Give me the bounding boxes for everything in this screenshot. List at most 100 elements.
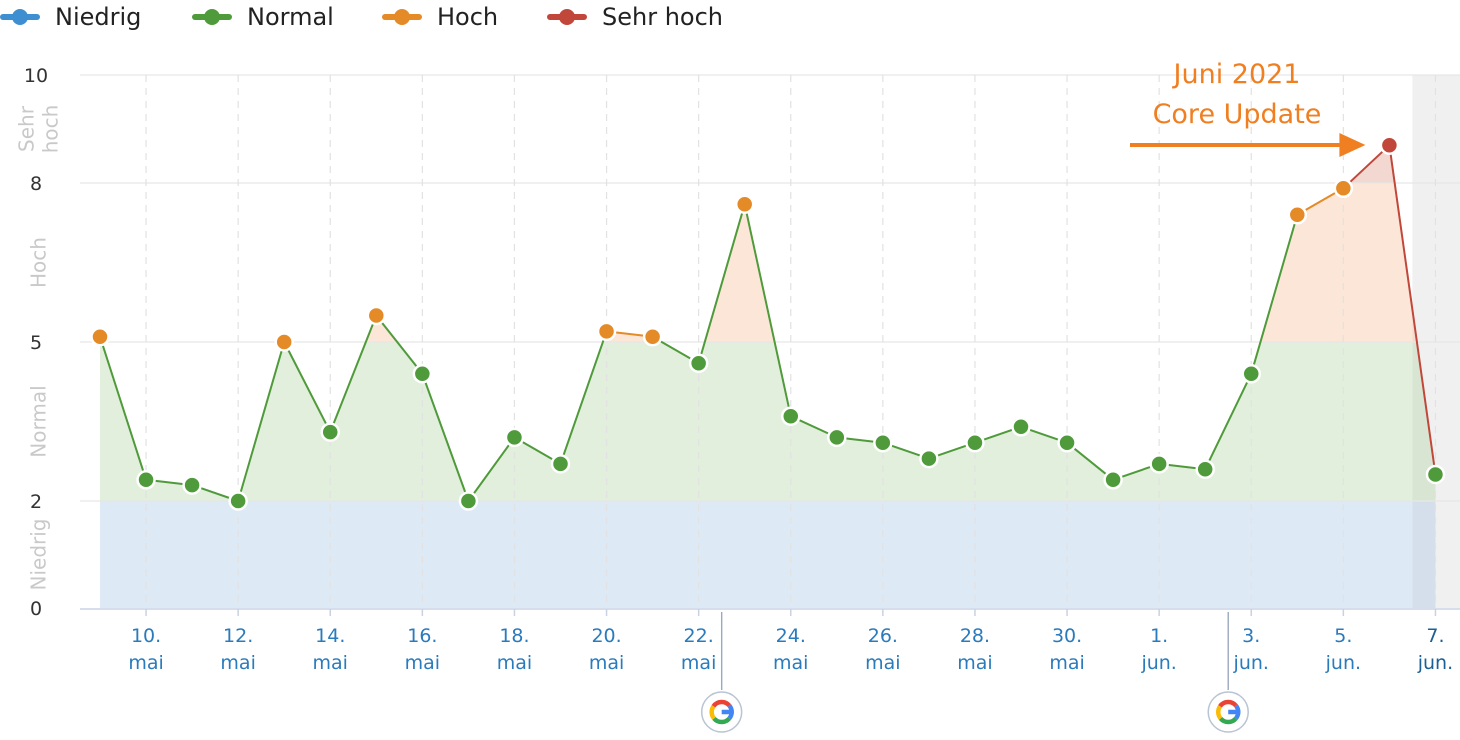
x-tick-month: mai <box>957 652 992 674</box>
x-tick-month: mai <box>313 652 348 674</box>
data-point[interactable] <box>274 332 294 352</box>
data-point[interactable] <box>965 432 985 453</box>
x-tick-day: 20. <box>591 625 621 647</box>
data-point[interactable] <box>412 364 433 384</box>
series-segment <box>467 436 516 502</box>
legend-label: Normal <box>247 3 334 31</box>
data-point[interactable] <box>734 194 755 214</box>
data-point[interactable] <box>1333 178 1354 199</box>
google-update-marker[interactable] <box>700 612 743 733</box>
data-point[interactable] <box>1057 432 1077 453</box>
data-point[interactable] <box>320 422 340 442</box>
series-segment <box>1204 373 1253 470</box>
band-normal <box>100 342 1436 501</box>
google-icon-arc <box>1218 716 1238 725</box>
x-axis: 10. mai 12. mai 14. mai 16. mai 18. mai 20. mai 22. m… <box>128 609 1453 674</box>
chart-legend[interactable]: Niedrig Normal Hoch Sehr hoch <box>0 3 723 31</box>
series-segment <box>99 336 148 481</box>
x-tick-day: 1. <box>1150 625 1168 647</box>
series-segment <box>375 314 424 375</box>
legend-label: Niedrig <box>55 3 141 31</box>
legend-swatch-dot <box>394 9 410 25</box>
legend-item-sehr-hoch[interactable]: Sehr hoch <box>547 3 723 31</box>
legend-label: Sehr hoch <box>602 3 723 31</box>
data-point[interactable] <box>596 321 617 342</box>
y-tick-label: 2 <box>30 491 42 513</box>
data-point[interactable] <box>873 432 893 453</box>
data-point[interactable] <box>458 491 479 511</box>
x-tick-month: mai <box>220 652 255 674</box>
x-tick-month: mai <box>1049 652 1084 674</box>
data-point[interactable] <box>90 326 110 347</box>
google-icon-arc <box>712 716 732 725</box>
series-points[interactable] <box>90 135 1446 511</box>
google-update-markers[interactable] <box>700 612 1249 733</box>
google-icon-arc <box>709 704 716 720</box>
legend-swatch-dot <box>559 9 575 25</box>
data-point[interactable] <box>504 427 525 448</box>
legend-item-normal[interactable]: Normal <box>192 3 334 31</box>
google-icon-arc <box>711 699 732 708</box>
data-point[interactable] <box>1241 364 1261 384</box>
data-point[interactable] <box>182 475 202 495</box>
x-tick-day: 18. <box>499 625 529 647</box>
x-tick-day: 10. <box>131 625 161 647</box>
data-point[interactable] <box>1195 459 1215 479</box>
data-point[interactable] <box>1011 417 1031 437</box>
x-tick-day: 30. <box>1052 625 1082 647</box>
x-tick-day: 12. <box>223 625 253 647</box>
google-update-marker[interactable] <box>1207 612 1249 733</box>
series-segment <box>283 341 332 433</box>
core-update-annotation: Juni 2021 Core Update <box>1130 59 1366 157</box>
data-point[interactable] <box>1103 470 1123 490</box>
data-point[interactable] <box>642 326 663 347</box>
band-label-text: Hoch <box>27 237 51 288</box>
legend-item-hoch[interactable]: Hoch <box>382 3 498 31</box>
x-tick-month: mai <box>589 652 624 674</box>
series-segment <box>1342 144 1391 190</box>
data-point[interactable] <box>228 491 248 511</box>
series-segment <box>1066 441 1114 481</box>
x-tick-month: mai <box>773 652 808 674</box>
band-label-text: Normal <box>27 385 51 457</box>
y-tick-label: 5 <box>30 332 42 354</box>
x-tick-day: 24. <box>776 625 806 647</box>
annotation-arrow-head <box>1339 133 1366 157</box>
legend-swatch-dot <box>12 9 28 25</box>
series-segment <box>1388 145 1437 475</box>
data-point[interactable] <box>827 427 847 448</box>
google-icon-arc <box>1216 704 1223 720</box>
x-tick-day: 16. <box>407 625 437 647</box>
legend-label: Hoch <box>437 3 498 31</box>
data-point[interactable] <box>1287 205 1308 225</box>
data-point[interactable] <box>1149 454 1169 474</box>
x-tick-day: 22. <box>684 625 714 647</box>
google-icon-arc <box>1218 699 1238 708</box>
y-tick-label: 0 <box>30 598 42 620</box>
x-tick-month: jun. <box>1417 652 1453 674</box>
data-point[interactable] <box>1425 464 1446 485</box>
x-tick-month: mai <box>865 652 900 674</box>
band-niedrig <box>100 501 1436 608</box>
data-point[interactable] <box>1379 135 1400 155</box>
legend-item-niedrig[interactable]: Niedrig <box>0 3 141 31</box>
legend-swatch-dot <box>204 9 220 25</box>
y-tick-label: 10 <box>24 65 48 87</box>
series-segment <box>697 203 746 364</box>
data-point[interactable] <box>688 353 709 373</box>
data-point[interactable] <box>919 448 939 469</box>
data-point[interactable] <box>136 470 156 490</box>
x-tick-day: 7. <box>1426 625 1444 647</box>
x-tick-month: mai <box>128 652 163 674</box>
x-tick-day: 3. <box>1242 625 1260 647</box>
data-point[interactable] <box>366 305 387 326</box>
band-label-text: Niedrig <box>27 519 51 591</box>
y-axis: 0 2 5 8 10 <box>24 65 48 620</box>
series-segment <box>421 373 470 502</box>
x-tick-month: mai <box>405 652 440 674</box>
data-point[interactable] <box>781 406 801 426</box>
series-segment <box>237 341 286 502</box>
x-tick-day: 28. <box>960 625 990 647</box>
data-point[interactable] <box>550 454 571 474</box>
